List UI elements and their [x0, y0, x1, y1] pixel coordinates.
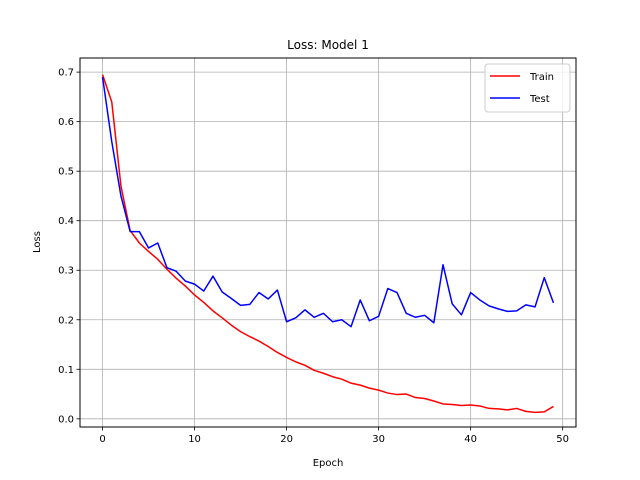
legend-box [484, 63, 571, 113]
x-tick-label: 0 [99, 434, 105, 445]
y-tick-label: 0.4 [58, 216, 74, 227]
y-tick-label: 0.7 [58, 68, 74, 79]
y-tick-label: 0.3 [58, 266, 74, 277]
y-tick-label: 0.2 [58, 315, 74, 326]
series-line-test [101, 76, 555, 328]
legend: Train Test [484, 63, 571, 113]
legend-label-test: Test [529, 94, 550, 105]
legend-label-train: Train [529, 72, 554, 83]
y-tick-label: 0.1 [58, 365, 74, 376]
grid [80, 58, 576, 427]
x-tick-label: 40 [464, 434, 477, 445]
x-tick-label: 20 [280, 434, 293, 445]
x-tick-label: 30 [372, 434, 385, 445]
y-tick-label: 0.6 [58, 117, 74, 128]
series-lines [101, 74, 555, 414]
y-tick-label: 0.5 [58, 167, 74, 178]
plot-frame [79, 57, 577, 428]
series-line-train [101, 74, 554, 414]
y-tick-label: 0.0 [58, 414, 74, 425]
axis-ticks: 0 10 20 30 40 50 0.0 0.1 0.2 0.3 0.4 0.5 0.6 0.7 [58, 68, 569, 445]
x-tick-label: 10 [188, 434, 201, 445]
x-tick-label: 50 [556, 434, 569, 445]
chart-title: Loss: Model 1 [287, 38, 369, 52]
x-axis-label: Epoch [313, 458, 344, 469]
y-axis-label: Loss [32, 231, 43, 253]
